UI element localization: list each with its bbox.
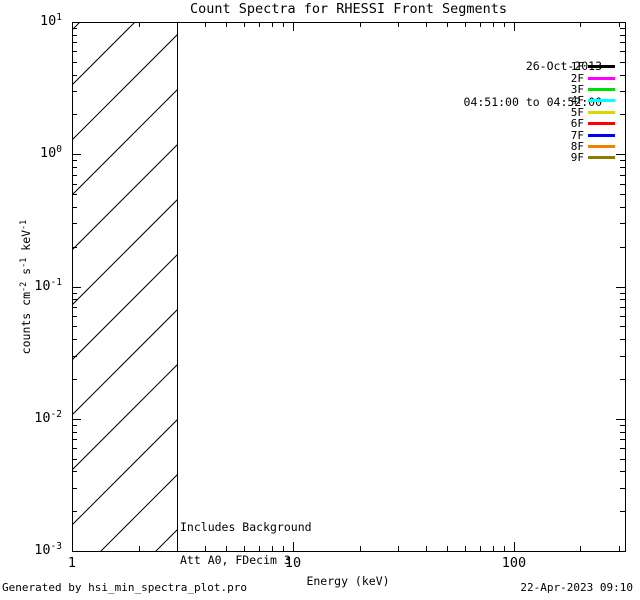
legend-color-swatch: [588, 122, 615, 126]
legend-label: 8F: [570, 139, 584, 153]
legend-item-3f: 3F: [570, 82, 615, 96]
y-tick-label: 10-2: [34, 409, 62, 426]
hatched-region: [72, 22, 178, 551]
x-tick-label: 1: [67, 555, 77, 571]
observation-datetime: 26-Oct-2013 04:51:00 to 04:52:00: [464, 36, 602, 120]
legend-item-9f: 9F: [570, 151, 615, 165]
legend-color-swatch: [588, 156, 615, 160]
legend-label: 7F: [570, 128, 584, 142]
legend-color-swatch: [588, 65, 615, 69]
x-tick-label: 100: [501, 555, 527, 571]
legend-color-swatch: [588, 110, 615, 114]
legend-color-swatch: [588, 76, 615, 80]
note-attenuator-state: Att A0, FDecim 3: [180, 553, 291, 567]
x-axis-label: Energy (keV): [306, 574, 390, 588]
legend-color-swatch: [588, 133, 615, 137]
legend-label: 3F: [570, 82, 584, 96]
legend-item-5f: 5F: [570, 105, 615, 119]
plot-notes: Includes Background Att A0, FDecim 3: [180, 500, 312, 577]
legend-label: 9F: [570, 151, 584, 165]
legend-label: 2F: [570, 71, 584, 85]
x-tick-label: 10: [284, 555, 302, 571]
y-tick-label: 100: [40, 144, 62, 161]
legend-label: 4F: [570, 94, 584, 108]
y-tick-label: 10-3: [34, 541, 62, 558]
y-tick-label: 10-1: [34, 277, 62, 294]
legend-item-6f: 6F: [570, 117, 615, 131]
note-includes-background: Includes Background: [180, 520, 312, 534]
legend-item-1f: 1F: [570, 60, 615, 74]
legend-label: 6F: [570, 117, 584, 131]
legend-item-4f: 4F: [570, 94, 615, 108]
legend-color-swatch: [588, 87, 615, 91]
generated-by-caption: Generated by hsi_min_spectra_plot.pro: [2, 581, 248, 594]
detector-legend: 1F 2F 3F 4F 5F 6F 7F 8F 9F: [570, 60, 615, 165]
print-timestamp: 22-Apr-2023 09:10: [520, 581, 633, 594]
observation-date: 26-Oct-2013: [525, 59, 602, 73]
observation-time-range: 04:51:00 to 04:52:00: [463, 95, 602, 109]
legend-label: 1F: [570, 60, 584, 74]
y-tick-label: 101: [40, 12, 62, 29]
legend-color-swatch: [588, 144, 615, 148]
legend-item-7f: 7F: [570, 128, 615, 142]
legend-item-8f: 8F: [570, 139, 615, 153]
legend-label: 5F: [570, 105, 584, 119]
plot-title: Count Spectra for RHESSI Front Segments: [190, 1, 507, 17]
legend-item-2f: 2F: [570, 71, 615, 85]
legend-color-swatch: [588, 99, 615, 103]
